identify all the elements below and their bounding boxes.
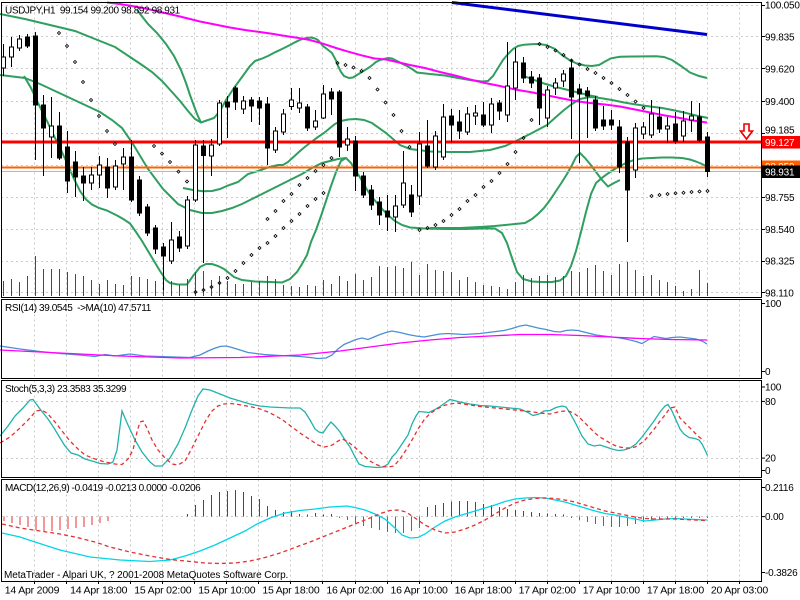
svg-text:0.00: 0.00 (765, 512, 784, 523)
svg-text:98.325: 98.325 (765, 257, 795, 268)
svg-text:14 Apr 18:00: 14 Apr 18:00 (70, 585, 128, 597)
svg-text:17 Apr 02:00: 17 Apr 02:00 (519, 585, 577, 597)
svg-text:17 Apr 10:00: 17 Apr 10:00 (583, 585, 641, 597)
svg-text:100.050: 100.050 (765, 1, 800, 12)
svg-text:Stoch(5,3,3) 23.3583 35.3299: Stoch(5,3,3) 23.3583 35.3299 (5, 384, 127, 395)
svg-text:16 Apr 10:00: 16 Apr 10:00 (391, 585, 449, 597)
svg-text:20 Apr 03:00: 20 Apr 03:00 (711, 585, 769, 597)
svg-text:MetaTrader - Alpari UK, ? 2001: MetaTrader - Alpari UK, ? 2001-2008 Meta… (4, 570, 288, 581)
svg-text:MACD(12,26,9) -0.0419 -0.0213: MACD(12,26,9) -0.0419 -0.0213 0.0000 -0.… (5, 483, 201, 494)
svg-text:98.540: 98.540 (765, 225, 795, 236)
svg-text:0: 0 (765, 367, 771, 378)
svg-text:16 Apr 18:00: 16 Apr 18:00 (455, 585, 513, 597)
svg-text:15 Apr 10:00: 15 Apr 10:00 (198, 585, 256, 597)
svg-text:15 Apr 02:00: 15 Apr 02:00 (134, 585, 192, 597)
svg-text:99.620: 99.620 (765, 64, 795, 75)
svg-text:80: 80 (765, 397, 776, 408)
svg-text:99.835: 99.835 (765, 33, 795, 44)
svg-text:98.110: 98.110 (765, 289, 794, 300)
svg-text:15 Apr 18:00: 15 Apr 18:00 (262, 585, 320, 597)
svg-text:RSI(14) 39.0545 ->MA(10) 47.5: RSI(14) 39.0545 ->MA(10) 47.5711 (5, 303, 152, 314)
svg-text:16 Apr 02:00: 16 Apr 02:00 (326, 585, 384, 597)
svg-text:USDJPY,H1 99.154 99.200 98.89: USDJPY,H1 99.154 99.200 98.892 98.931 (5, 6, 181, 17)
svg-text:100: 100 (765, 383, 782, 394)
svg-text:98.755: 98.755 (765, 193, 795, 204)
svg-text:98.931: 98.931 (765, 167, 795, 178)
svg-text:100: 100 (765, 299, 782, 310)
svg-text:99.127: 99.127 (765, 138, 795, 149)
svg-text:14 Apr 2009: 14 Apr 2009 (5, 585, 60, 597)
svg-text:0: 0 (765, 466, 771, 477)
svg-text:99.185: 99.185 (765, 126, 795, 137)
svg-text:0.2116: 0.2116 (765, 483, 794, 494)
svg-text:-0.3826: -0.3826 (765, 568, 798, 579)
svg-text:20: 20 (765, 454, 776, 465)
svg-text:17 Apr 18:00: 17 Apr 18:00 (647, 585, 705, 597)
svg-text:99.400: 99.400 (765, 97, 795, 108)
